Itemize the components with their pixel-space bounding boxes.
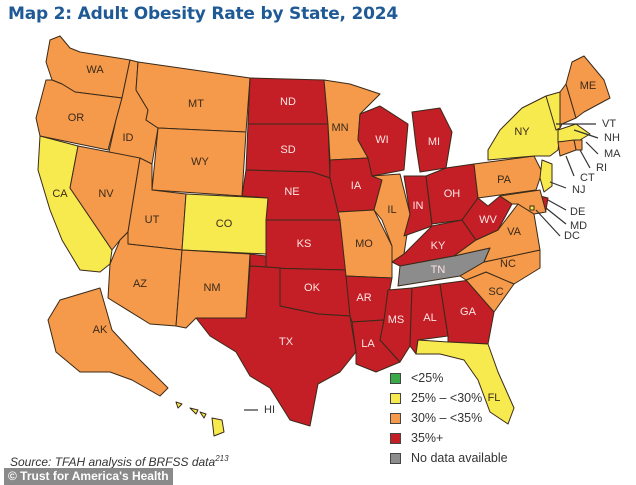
state-hi xyxy=(175,401,225,437)
state-wi xyxy=(357,105,409,177)
state-label-mi: MI xyxy=(428,136,440,148)
state-label-az: AZ xyxy=(133,278,147,290)
legend-swatch-nodata xyxy=(390,452,401,464)
leader-line-dc xyxy=(535,209,561,237)
state-label-oh: OH xyxy=(444,188,461,200)
state-label-pa: PA xyxy=(497,174,512,186)
state-ak xyxy=(47,287,169,397)
legend-label: 25% – <30% xyxy=(411,391,483,405)
leader-line-ma xyxy=(585,141,599,155)
legend-label: 30% – <35% xyxy=(411,411,483,425)
state-label-mn: MN xyxy=(331,122,348,134)
state-label-md: MD xyxy=(570,220,587,232)
state-label-ak: AK xyxy=(93,324,108,336)
state-label-nc: NC xyxy=(500,258,516,270)
legend-item-nodata: No data available xyxy=(390,448,508,468)
state-label-or: OR xyxy=(68,112,85,124)
state-me xyxy=(565,55,611,119)
state-label-ny: NY xyxy=(514,126,530,138)
leader-line-de xyxy=(547,199,567,211)
state-label-ct: CT xyxy=(580,172,595,184)
source-text: Source: TFAH analysis of BRFSS data xyxy=(10,455,216,469)
legend-swatch-35plus xyxy=(390,432,401,444)
state-in xyxy=(403,175,433,237)
state-label-ms: MS xyxy=(388,314,405,326)
state-va xyxy=(453,203,541,263)
state-label-il: IL xyxy=(387,204,396,216)
legend-item-30to35: 30% – <35% xyxy=(390,408,508,428)
state-label-ma: MA xyxy=(604,148,621,160)
state-ct xyxy=(557,139,577,157)
state-nj xyxy=(539,159,553,193)
state-label-wv: WV xyxy=(479,214,497,226)
state-label-sd: SD xyxy=(280,144,295,156)
state-label-tx: TX xyxy=(279,336,294,348)
state-label-tn: TN xyxy=(431,264,446,276)
state-label-ky: KY xyxy=(431,240,446,252)
state-label-mt: MT xyxy=(188,98,204,110)
state-label-id: ID xyxy=(123,132,134,144)
legend-item-35plus: 35%+ xyxy=(390,428,508,448)
source-note: Source: TFAH analysis of BRFSS data213 xyxy=(10,454,229,469)
state-label-nh: NH xyxy=(604,132,620,144)
leader-line-md xyxy=(545,207,567,225)
state-label-ga: GA xyxy=(460,306,477,318)
state-label-nm: NM xyxy=(203,282,220,294)
state-label-in: IN xyxy=(413,200,424,212)
state-ma xyxy=(557,123,591,143)
state-label-vt: VT xyxy=(602,118,616,130)
map-title: Map 2: Adult Obesity Rate by State, 2024 xyxy=(8,4,399,24)
state-label-ar: AR xyxy=(356,292,371,304)
state-label-nj: NJ xyxy=(572,184,585,196)
state-label-wi: WI xyxy=(375,134,388,146)
state-nh xyxy=(559,83,577,129)
state-label-ri: RI xyxy=(596,162,607,174)
state-label-al: AL xyxy=(423,312,436,324)
state-label-wa: WA xyxy=(86,64,104,76)
state-label-ut: UT xyxy=(145,214,160,226)
state-tx xyxy=(195,265,357,427)
state-label-sc: SC xyxy=(488,286,503,298)
state-label-hi: HI xyxy=(264,404,275,416)
leader-line-nj xyxy=(549,181,567,189)
legend-item-25to30: 25% – <30% xyxy=(390,388,508,408)
state-label-mo: MO xyxy=(355,238,373,250)
state-label-la: LA xyxy=(361,338,375,350)
legend-swatch-lt25 xyxy=(390,372,401,384)
state-label-nd: ND xyxy=(280,96,296,108)
state-label-ca: CA xyxy=(52,188,68,200)
state-label-ia: IA xyxy=(351,180,362,192)
state-label-dc: DC xyxy=(564,230,580,242)
legend: <25% 25% – <30% 30% – <35% 35%+ No data … xyxy=(390,368,508,468)
leader-line-ct xyxy=(565,155,575,177)
state-label-de: DE xyxy=(570,206,585,218)
state-label-va: VA xyxy=(507,226,522,238)
legend-item-lt25: <25% xyxy=(390,368,508,388)
state-label-me: ME xyxy=(580,80,597,92)
state-label-ks: KS xyxy=(297,238,312,250)
legend-label: 35%+ xyxy=(411,431,444,445)
state-label-wy: WY xyxy=(191,156,209,168)
leader-line-ri xyxy=(579,149,591,169)
leader-line-nh xyxy=(573,129,599,139)
state-dc xyxy=(529,205,535,211)
legend-label: <25% xyxy=(411,371,444,385)
state-fl xyxy=(415,339,515,425)
source-footnote: 213 xyxy=(215,454,229,463)
state-label-fl: FL xyxy=(488,392,501,404)
copyright-credit: © Trust for America's Health xyxy=(4,468,173,485)
state-il xyxy=(371,173,411,263)
state-label-ne: NE xyxy=(284,186,299,198)
legend-swatch-30to35 xyxy=(390,412,401,424)
state-label-co: CO xyxy=(216,218,233,230)
legend-swatch-25to30 xyxy=(390,392,401,404)
state-label-nv: NV xyxy=(98,188,114,200)
state-label-ok: OK xyxy=(304,282,321,294)
legend-label: No data available xyxy=(411,451,508,465)
